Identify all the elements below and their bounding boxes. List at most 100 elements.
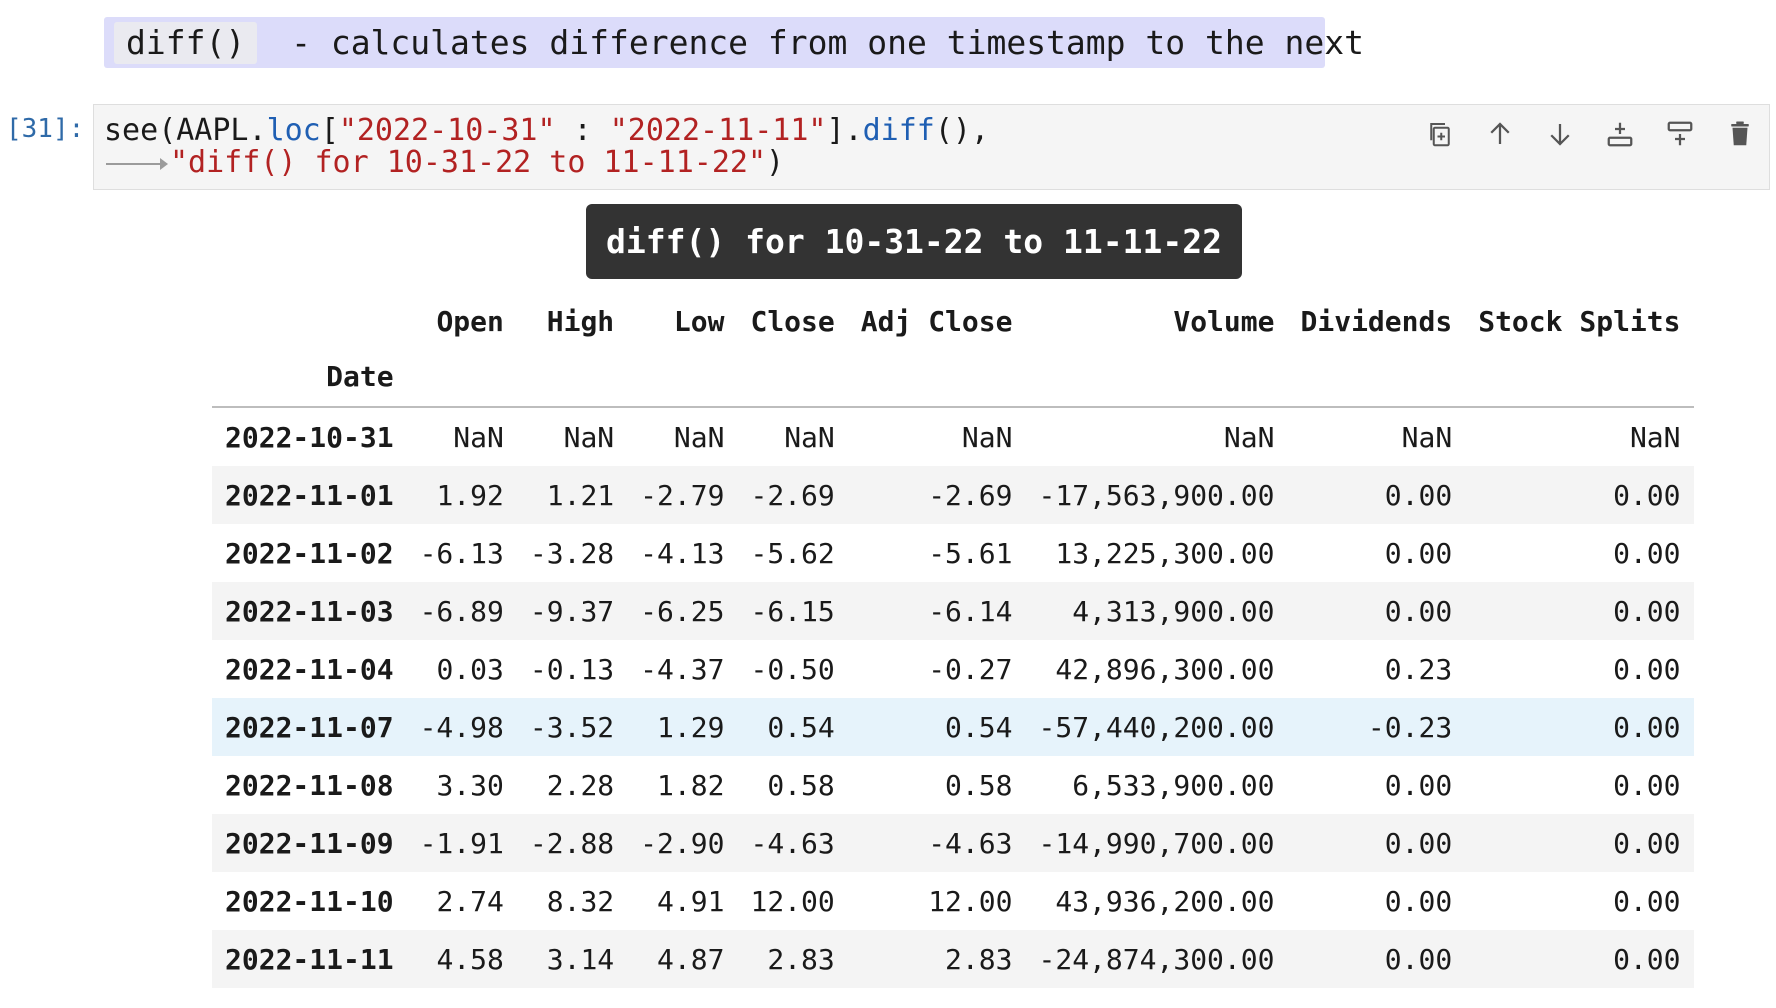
table-row: 2022-11-03 -6.89 -9.37 -6.25 -6.15 -6.14… <box>212 582 1694 640</box>
table-cell: 0.00 <box>1613 710 1681 744</box>
code-token: "2022-10-31" <box>338 113 556 148</box>
table-cell: -6.15 <box>750 594 835 628</box>
table-row: 2022-11-07 -4.98 -3.52 1.29 0.54 0.54 -5… <box>212 698 1694 756</box>
column-header: Volume <box>1173 304 1275 338</box>
row-index: 2022-11-03 <box>225 594 394 628</box>
arrow-down-icon <box>1550 124 1570 146</box>
table-cell: NaN <box>1401 420 1453 454</box>
table-cell: 8.32 <box>546 884 615 918</box>
table-cell: -14,990,700.00 <box>1038 826 1275 860</box>
code-token: [ <box>320 113 339 148</box>
table-row: 2022-11-11 4.58 3.14 4.87 2.83 2.83 -24,… <box>212 930 1694 988</box>
table-cell: 2.83 <box>945 942 1013 976</box>
execution-count: [31]: <box>6 114 85 144</box>
insert-cell-below-button[interactable] <box>1590 112 1650 156</box>
row-index: 2022-11-07 <box>225 710 394 744</box>
table-row: 2022-11-10 2.74 8.32 4.91 12.00 12.00 43… <box>212 872 1694 930</box>
table-cell: 6,533,900.00 <box>1072 768 1275 802</box>
code-cell-editor[interactable]: see(AAPL.loc["2022-10-31" : "2022-11-11"… <box>93 104 1770 190</box>
table-cell: 0.00 <box>1613 768 1681 802</box>
table-row: 2022-10-31 NaN NaN NaN NaN NaN NaN NaN N… <box>212 407 1694 466</box>
table-cell: 0.00 <box>1384 884 1453 918</box>
markdown-inline-code: diff() <box>114 21 258 64</box>
code-line-1[interactable]: see(AAPL.loc["2022-10-31" : "2022-11-11"… <box>104 114 989 148</box>
column-header: Close <box>750 304 835 338</box>
table-row: 2022-11-08 3.30 2.28 1.82 0.58 0.58 6,53… <box>212 756 1694 814</box>
table-cell: 12.00 <box>750 884 835 918</box>
code-token: ]. <box>826 113 863 148</box>
table-cell: 3.14 <box>546 942 615 976</box>
row-index: 2022-11-09 <box>225 826 394 860</box>
output-title: diff() for 10-31-22 to 11-11-22 <box>586 204 1242 279</box>
row-index: 2022-11-02 <box>225 536 394 570</box>
table-cell: -4.63 <box>928 826 1013 860</box>
table-cell: NaN <box>563 420 615 454</box>
markdown-cell[interactable]: diff() - calculates difference from one … <box>104 17 1364 68</box>
table-cell: -3.52 <box>529 710 615 744</box>
move-up-button[interactable] <box>1470 112 1530 156</box>
table-cell: 4.87 <box>657 942 725 976</box>
arrow-up-icon <box>1490 122 1510 144</box>
line-wrap-arrow-icon <box>104 152 170 176</box>
table-cell: -2.69 <box>750 478 835 512</box>
table-cell: NaN <box>961 420 1013 454</box>
table-cell: NaN <box>1629 420 1681 454</box>
table-cell: 0.00 <box>1613 652 1681 686</box>
table-cell: 0.58 <box>767 768 835 802</box>
table-cell: 13,225,300.00 <box>1055 536 1275 570</box>
table-cell: -6.13 <box>419 536 504 570</box>
table-cell: 0.00 <box>1613 884 1681 918</box>
code-line-2[interactable]: "diff() for 10-31-22 to 11-11-22") <box>104 146 784 180</box>
duplicate-icon <box>1430 123 1450 147</box>
insert-cell-above-button[interactable] <box>1650 112 1710 156</box>
code-token: see <box>104 113 159 148</box>
table-cell: 0.00 <box>1384 942 1453 976</box>
table-cell: -5.62 <box>750 536 835 570</box>
table-cell: 4.58 <box>436 942 504 976</box>
table-cell: -0.27 <box>928 652 1013 686</box>
duplicate-cell-button[interactable] <box>1410 112 1470 156</box>
row-index: 2022-11-04 <box>225 652 394 686</box>
table-cell: 3.30 <box>436 768 504 802</box>
table-cell: 12.00 <box>928 884 1013 918</box>
table-cell: -5.61 <box>928 536 1013 570</box>
code-token: (), <box>934 113 990 148</box>
table-cell: -6.25 <box>640 594 725 628</box>
table-cell: 43,936,200.00 <box>1055 884 1275 918</box>
code-token: diff <box>862 113 935 148</box>
code-token: : <box>555 113 610 148</box>
row-index: 2022-10-31 <box>225 420 394 454</box>
column-header: Low <box>673 304 725 338</box>
row-index: 2022-11-10 <box>225 884 394 918</box>
insert-above-icon <box>1667 121 1693 146</box>
table-cell: -4.98 <box>419 710 504 744</box>
column-header: High <box>546 304 615 338</box>
code-token: "diff() for 10-31-22 to 11-11-22" <box>170 145 767 180</box>
table-cell: -0.50 <box>750 652 835 686</box>
table-cell: -4.13 <box>640 536 725 570</box>
table-cell: 1.21 <box>546 478 615 512</box>
table-cell: 1.92 <box>436 478 504 512</box>
table-cell: 2.74 <box>436 884 504 918</box>
table-cell: 0.00 <box>1613 826 1681 860</box>
code-token: loc <box>266 113 321 148</box>
table-cell: -6.89 <box>419 594 504 628</box>
table-header-row: Open High Low Close Adj Close Volume Div… <box>212 296 1694 346</box>
index-name-row: Date <box>212 346 1694 407</box>
delete-cell-button[interactable] <box>1710 112 1770 156</box>
dataframe-table: Open High Low Close Adj Close Volume Div… <box>212 296 1694 988</box>
index-header-blank <box>212 296 407 346</box>
table-cell: 1.29 <box>657 710 725 744</box>
table-cell: 0.00 <box>1613 594 1681 628</box>
column-header: Adj Close <box>860 304 1013 338</box>
table-cell: 1.82 <box>657 768 725 802</box>
table-cell: 0.23 <box>1384 652 1453 686</box>
table-cell: 0.00 <box>1384 594 1453 628</box>
table-cell: -24,874,300.00 <box>1038 942 1275 976</box>
table-cell: 0.00 <box>1613 536 1681 570</box>
move-down-button[interactable] <box>1530 112 1590 156</box>
table-cell: 4,313,900.00 <box>1072 594 1275 628</box>
table-cell: -3.28 <box>529 536 615 570</box>
trash-icon <box>1731 121 1749 146</box>
table-cell: -0.13 <box>529 652 615 686</box>
